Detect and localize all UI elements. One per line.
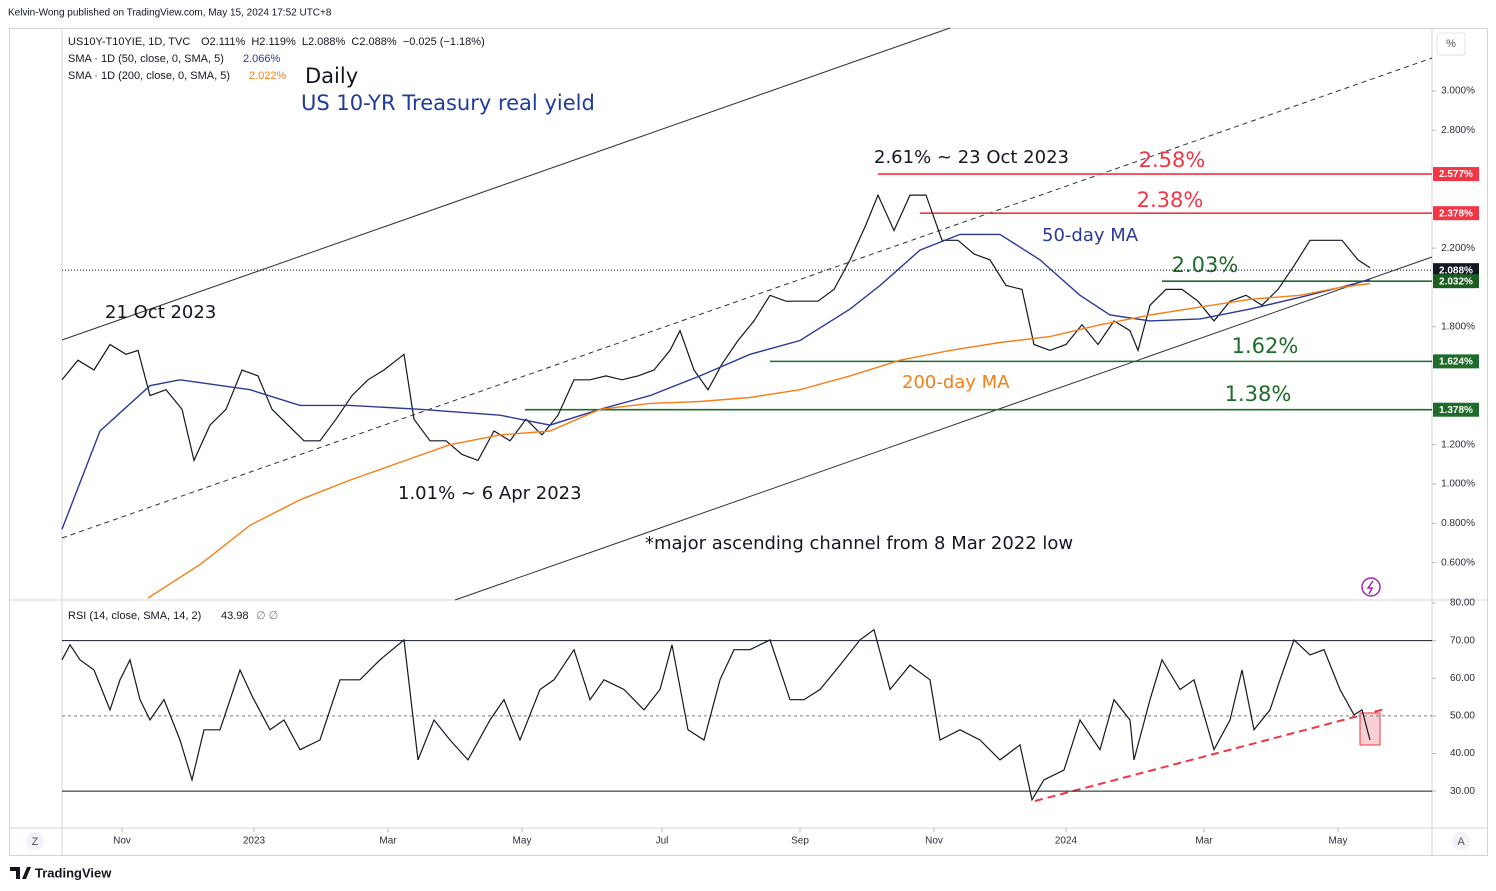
series-line	[61, 628, 1371, 802]
level-label: 2.38%	[1137, 188, 1204, 212]
legend-sma200: SMA · 1D (200, close, 0, SMA, 5)	[68, 70, 230, 82]
annotation: 2.61% ~ 23 Oct 2023	[874, 147, 1069, 168]
legend-sma200-value: 2.022%	[249, 70, 287, 82]
annotation: *major ascending channel from 8 Mar 2022…	[645, 533, 1073, 554]
price-axis-label: 2.032%	[1439, 276, 1473, 287]
legend-rsi: RSI (14, close, SMA, 14, 2)	[68, 610, 201, 622]
y-tick-label: 30.00	[1450, 786, 1475, 797]
level-label: 1.62%	[1232, 334, 1299, 358]
price-axis-label: 2.088%	[1439, 265, 1473, 276]
x-tick-label: Nov	[113, 836, 131, 847]
footer: TradingView	[35, 865, 112, 880]
chart-subtitle: US 10-YR Treasury real yield	[301, 91, 595, 115]
x-tick-label: 2024	[1055, 836, 1078, 847]
channel-upper	[61, 27, 951, 341]
x-tick-label: Nov	[925, 836, 943, 847]
price-axis-label: 2.577%	[1439, 169, 1473, 180]
y-tick-label: 80.00	[1450, 598, 1475, 609]
zoom-label[interactable]: Z	[32, 836, 39, 848]
legend-sma50: SMA · 1D (50, close, 0, SMA, 5)	[68, 53, 224, 65]
price-axis-label-box	[1433, 274, 1479, 289]
y-tick-label: 3.000%	[1441, 86, 1475, 97]
channel-lower	[454, 256, 1433, 601]
auto-button[interactable]	[1452, 832, 1470, 850]
plot-layer: 0.600% 0.800% 1.000% 1.200% 1.800% 2.200% 2.80…	[61, 86, 1479, 847]
alert-icon[interactable]	[1361, 577, 1381, 597]
annotation: 50-day MA	[1042, 225, 1139, 246]
header: Kelvin-Wong published on TradingView.com…	[8, 8, 332, 19]
annotation: 1.01% ~ 6 Apr 2023	[398, 483, 582, 504]
rsi-highlight	[1359, 712, 1381, 746]
channel-middle	[61, 57, 1433, 539]
y-tick-label: 70.00	[1450, 635, 1475, 646]
level-label: 2.58%	[1139, 148, 1206, 172]
footer-logo	[10, 867, 31, 879]
legend-sma50-value: 2.066%	[243, 53, 281, 65]
price-axis-label: 2.378%	[1439, 208, 1473, 219]
y-tick-label: 2.800%	[1441, 125, 1475, 136]
annotation: 21 Oct 2023	[105, 302, 216, 323]
scale-mode[interactable]: %	[1446, 38, 1456, 50]
alert-bolt	[1366, 580, 1374, 595]
legend-rsi-extra: ∅ ∅	[256, 610, 278, 622]
y-tick-label: 0.600%	[1441, 557, 1475, 568]
x-tick-label: May	[513, 836, 532, 847]
series-line	[61, 193, 1371, 463]
price-axis-label: 1.624%	[1439, 357, 1473, 368]
y-tick-label: 60.00	[1450, 673, 1475, 684]
x-tick-label: May	[1329, 836, 1348, 847]
x-tick-label: Mar	[379, 836, 397, 847]
frame	[9, 28, 1488, 856]
annotation: 200-day MA	[902, 372, 1010, 393]
price-axis-label-box	[1433, 206, 1479, 221]
y-tick-label: 50.00	[1450, 711, 1475, 722]
level-label: 2.03%	[1172, 253, 1239, 277]
rsi-trendline	[1034, 708, 1386, 802]
y-tick-label: 1.000%	[1441, 479, 1475, 490]
price-axis-label-box	[1433, 167, 1479, 182]
scale-button[interactable]	[1436, 32, 1466, 56]
y-tick-label: 40.00	[1450, 748, 1475, 759]
x-tick-label: Jul	[656, 836, 669, 847]
y-tick-label: 2.200%	[1441, 243, 1475, 254]
legend-ohlc: O2.111% H2.119% L2.088% C2.088% −0.025 (…	[201, 36, 485, 48]
zoom-button[interactable]	[26, 832, 44, 850]
price-axis-label: 1.378%	[1439, 405, 1473, 416]
legend-symbol: US10Y-T10YIE, 1D, TVC	[68, 36, 190, 48]
series-line	[61, 233, 1371, 530]
chart-title: Daily	[305, 64, 358, 88]
price-axis-label-box	[1433, 354, 1479, 369]
auto-label[interactable]: A	[1457, 836, 1465, 848]
y-tick-label: 1.800%	[1441, 321, 1475, 332]
series-line	[147, 282, 1371, 599]
y-tick-label: 0.800%	[1441, 518, 1475, 529]
level-label: 1.38%	[1225, 382, 1292, 406]
x-tick-label: Mar	[1195, 836, 1213, 847]
price-axis-label-box	[1433, 263, 1479, 278]
x-tick-label: 2023	[243, 836, 266, 847]
price-axis-label-box	[1433, 402, 1479, 417]
x-tick-label: Sep	[791, 836, 809, 847]
legend-rsi-value: 43.98	[221, 610, 249, 622]
y-tick-label: 1.200%	[1441, 439, 1475, 450]
